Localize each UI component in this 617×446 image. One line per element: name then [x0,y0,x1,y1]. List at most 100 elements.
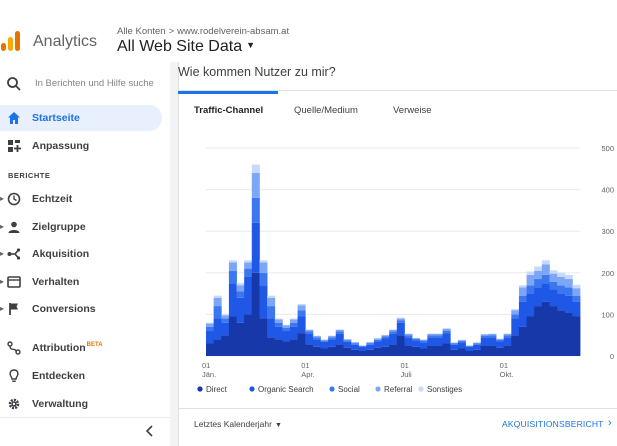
chart-bar-segment [320,339,329,341]
chart-bar-segment [526,271,535,275]
chart-bar-segment [496,347,505,356]
sidebar-item-entdecken[interactable]: Entdecken [0,363,162,389]
sidebar-item-label: Verwaltung [32,398,89,410]
chart-bar-segment [343,341,352,348]
chart-bar-segment [328,337,337,340]
chart-bar-segment [297,310,306,317]
sidebar-item-anpassung[interactable]: Anpassung [0,133,162,159]
chevron-right-icon[interactable]: › [608,417,612,429]
search-input[interactable]: In Berichten und Hilfe suche [35,78,154,89]
chart-bar-segment [511,318,520,336]
sidebar-item-echtzeit[interactable]: ▸ Echtzeit [0,186,162,212]
tab-verweise[interactable]: Verweise [393,105,432,116]
chart-bar-segment [572,288,581,296]
chart-bar-segment [473,343,482,345]
chart-bar-segment [312,337,321,340]
acquisition-card [178,62,617,446]
expand-arrow-icon[interactable]: ▸ [0,249,5,258]
chart-bar-segment [213,306,222,319]
sidebar-item-label: Conversions [32,303,96,315]
sidebar-item-zielgruppe[interactable]: ▸ Zielgruppe [0,214,162,240]
sidebar-item-startseite[interactable]: Startseite [0,105,162,131]
analytics-logo[interactable] [0,30,22,52]
chart-bar-segment [457,342,466,349]
expand-arrow-icon[interactable]: ▸ [0,194,5,203]
chart-bar-segment [221,318,230,323]
tab-quelle-medium[interactable]: Quelle/Medium [294,105,358,116]
card-title: Wie kommen Nutzer zu mir? [178,65,336,79]
chart-bar-segment [274,322,283,327]
chart-bar-segment [412,340,421,347]
chart-bar-segment [488,333,497,336]
chart-bar-segment [228,316,237,356]
chart-bar-segment [442,328,451,331]
chart-bar-segment [289,318,298,320]
chart-bar-segment [351,343,360,345]
chart-bar-segment [228,283,237,317]
chart-bar-segment [427,345,436,356]
chart-bar-segment [434,335,444,338]
chart-bar-segment [259,285,268,319]
chart-bar-segment [518,287,527,296]
chart-bar-segment [213,339,222,356]
sidebar-item-attribution[interactable]: AttributionBETA [0,335,162,361]
chart-bar-segment [450,343,459,345]
chart-bar-segment [373,339,382,342]
chart-bar-segment [534,306,543,356]
breadcrumb-property[interactable]: www.rodelverein-absam.at [177,26,290,37]
chart-bar-segment [534,279,543,288]
sidebar-item-label: Anpassung [32,140,90,152]
chart-bar-segment [366,342,375,344]
date-range-selector[interactable]: Letztes Kalenderjahr ▼ [194,419,282,429]
chart-bar-segment [488,337,497,346]
x-tick-label: Okt. [500,370,514,379]
chart-bar-segment [305,344,314,356]
acquisition-report-link[interactable]: AKQUISITIONSBERICHT [502,419,604,429]
flag-icon [9,303,18,315]
search-box[interactable]: In Berichten und Hilfe suche [0,72,170,98]
sidebar-item-verhalten[interactable]: ▸ Verhalten [0,269,162,295]
legend-label: Direct [206,385,228,394]
chart-bar-segment [381,335,390,337]
chart-bar-segment [343,347,352,356]
chart-bar-segment [335,344,344,356]
legend-marker [249,386,255,392]
chart-bar-segment [427,337,436,346]
chart-bar-segment [572,301,581,317]
view-selector[interactable]: All Web Site Data ▼ [117,38,255,56]
y-tick-label: 100 [601,310,614,319]
chart-bar-segment [541,264,550,275]
gear-icon [8,398,20,410]
chart-bar-segment [274,326,283,340]
chart-bar-segment [366,349,375,356]
chart-bar-segment [206,326,215,332]
sidebar-item-verwaltung[interactable]: Verwaltung [0,391,162,417]
chart-bar-segment [373,347,382,356]
chart-bar-segment [251,272,260,356]
expand-arrow-icon[interactable]: ▸ [0,222,5,231]
chart-bar-segment [381,336,390,339]
chart-bar-segment [541,274,550,284]
chart-bar-segment [335,333,344,345]
chart-bar-segment [381,346,390,356]
chart-bar-segment [412,346,421,356]
tab-traffic-channel[interactable]: Traffic-Channel [194,105,264,116]
breadcrumb[interactable]: Alle Konten > www.rodelverein-absam.at [117,26,289,37]
chart-bar-segment [473,344,482,350]
expand-arrow-icon[interactable]: ▸ [0,304,5,313]
sidebar-item-conversions[interactable]: ▸ Conversions [0,296,162,322]
chart-bar-segment [289,322,298,327]
chart-bar-segment [221,314,230,316]
chart-bar-segment [511,310,520,315]
chart-bar-segment [343,340,352,342]
chart-bar-segment [351,349,360,356]
chart-bar-segment [267,297,276,307]
collapse-sidebar-icon[interactable] [144,424,156,438]
chart-bar-segment [557,272,566,277]
sidebar-item-akquisition[interactable]: ▸ Akquisition [0,241,162,267]
chart-bar-segment [305,329,314,332]
expand-arrow-icon[interactable]: ▸ [0,277,5,286]
chart-bar-segment [297,316,306,334]
breadcrumb-account[interactable]: Alle Konten [117,26,166,37]
